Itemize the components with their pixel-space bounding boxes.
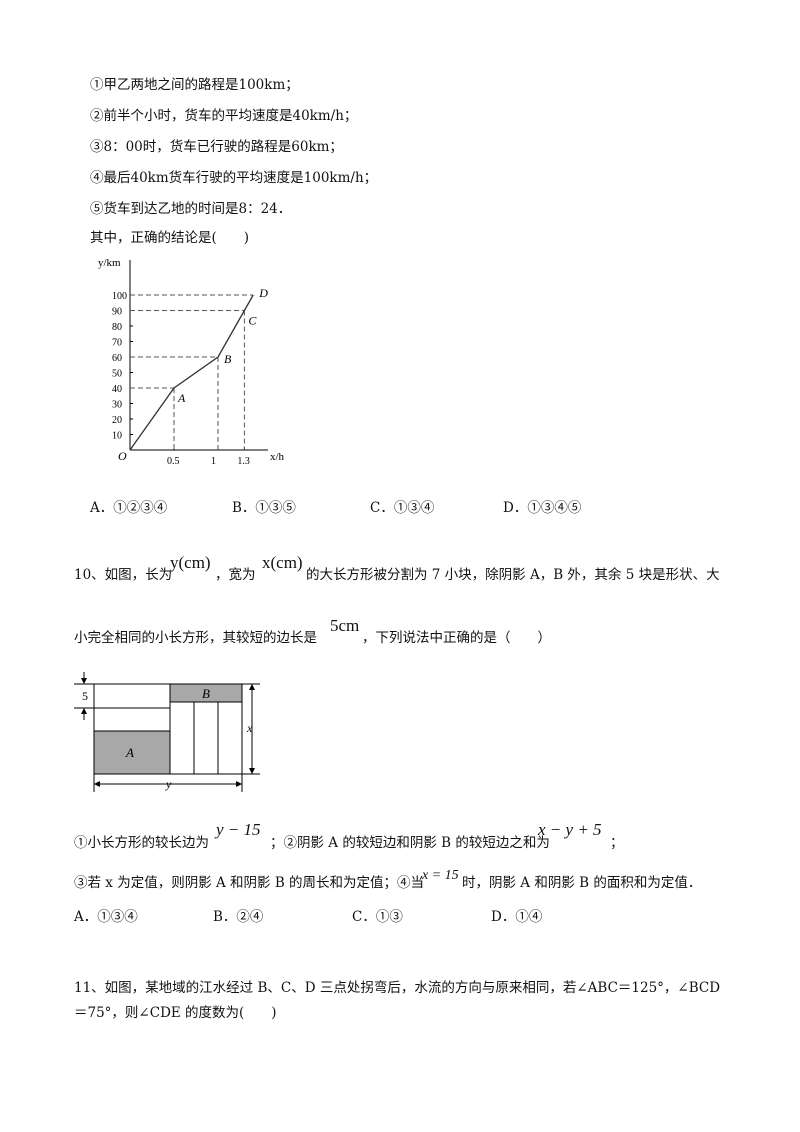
q10-text-2b: ，下列说法中正确的是（ ）: [362, 630, 551, 646]
q10-text-1c: 的大长方形被分割为 7 小块，除阴影 A，B 外，其余 5 块是形状、大: [306, 567, 720, 583]
y-tick-label: 40: [112, 384, 122, 395]
q9-option-c[interactable]: C．①③④: [370, 500, 435, 516]
distance-time-chart: 10 20 30 40 50 60 70 80 90 100 0.5 1 1.3 y/km x/h O A B CD: [98, 257, 285, 467]
q9-statement-5: ⑤货车到达乙地的时间是8：24．: [90, 201, 292, 217]
label-x: x: [246, 721, 253, 735]
q9-prompt: 其中，正确的结论是( ): [90, 230, 250, 246]
q10-statement-3a: ③若 x 为定值，则阴影 A 和阴影 B 的周长和为定值；④当: [74, 875, 425, 891]
y-tick-label: 20: [112, 415, 122, 426]
label-a: A: [125, 745, 134, 760]
small-rectangle: [169, 701, 195, 775]
y-tick-label: 30: [112, 400, 122, 411]
q10-text-1a: 10、如图，长为: [74, 567, 173, 583]
q9-statement-2: ②前半个小时，货车的平均速度是40km/h；: [90, 108, 358, 124]
q10-expr-s1: y − 15: [216, 820, 261, 839]
x-tick-label: 1: [211, 456, 216, 467]
q10-statement-1a: ①小长方形的较长边为: [74, 835, 209, 851]
small-rectangle: [217, 701, 243, 775]
q10-option-d[interactable]: D．①④: [491, 909, 543, 925]
x-axis-label: x/h: [270, 451, 285, 463]
q10-statement-3b: 时，阴影 A 和阴影 B 的面积和为定值．: [462, 875, 702, 891]
q10-statement-1b: ；②阴影 A 的较短边和阴影 B 的较短边之和为: [270, 835, 550, 851]
origin-label: O: [118, 449, 127, 463]
q11-text-2: ＝75°，则∠CDE 的度数为( ): [74, 1005, 277, 1021]
point-label-a: A: [177, 391, 186, 405]
q10-option-b[interactable]: B．②④: [213, 909, 264, 925]
y-tick-label: 90: [112, 307, 122, 318]
point-label-c: C: [248, 314, 257, 328]
point-label-b: B: [224, 352, 232, 366]
label-5: 5: [82, 689, 88, 703]
y-tick-label: 80: [112, 322, 122, 333]
q10-expr-y: y(cm): [170, 553, 211, 572]
q11-text-1: 11、如图，某地域的江水经过 B、C、D 三点处拐弯后，水流的方向与原来相同，若…: [74, 980, 721, 996]
y-tick-label: 70: [112, 338, 122, 349]
q10-option-c[interactable]: C．①③: [352, 909, 403, 925]
y-tick-label: 50: [112, 369, 122, 380]
q10-text-2a: 小完全相同的小长方形，其较短的边长是: [74, 630, 317, 646]
y-tick-label: 100: [112, 291, 127, 302]
q10-expr-x: x(cm): [262, 553, 303, 572]
label-b: B: [202, 686, 210, 701]
q10-expr-s4: x = 15: [422, 868, 459, 883]
y-axis-label: y/km: [98, 257, 121, 269]
x-tick-label: 1.3: [237, 456, 250, 467]
q9-statement-1: ①甲乙两地之间的路程是100km；: [90, 77, 299, 93]
q9-option-d[interactable]: D．①③④⑤: [503, 500, 582, 516]
q10-text-1b: ，宽为: [215, 567, 256, 583]
shaded-region-a: [93, 730, 171, 775]
rectangle-figure: 5 x y A B: [74, 672, 260, 792]
small-rectangle: [193, 701, 219, 775]
point-label-d: D: [258, 286, 268, 300]
series-line: [129, 294, 254, 451]
q9-option-b[interactable]: B．①③⑤: [232, 500, 296, 516]
q9-statement-4: ④最后40km货车行驶的平均速度是100km/h；: [90, 170, 378, 186]
y-tick-label: 10: [112, 431, 122, 442]
label-y: y: [165, 777, 172, 791]
small-rectangle: [93, 707, 171, 732]
q10-expr-5cm: 5cm: [330, 616, 360, 635]
q9-statement-3: ③8：00时，货车已行驶的路程是60km；: [90, 139, 343, 155]
small-rectangle: [93, 683, 171, 709]
q9-option-a[interactable]: A．①②③④: [90, 500, 168, 516]
x-tick-label: 0.5: [167, 456, 180, 467]
q10-expr-s2: x − y + 5: [538, 820, 602, 839]
q10-statement-1c: ；: [610, 835, 624, 851]
q10-option-a[interactable]: A．①③④: [74, 909, 138, 925]
y-tick-label: 60: [112, 353, 122, 364]
